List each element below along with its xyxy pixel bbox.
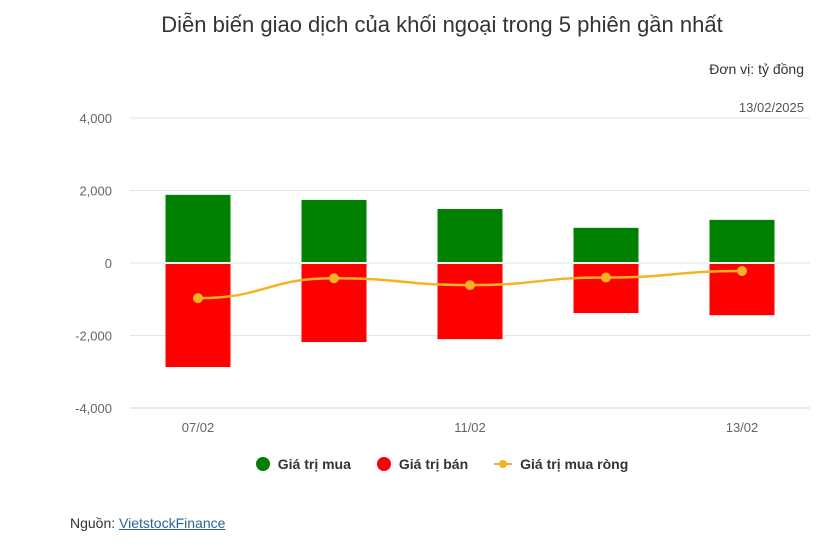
sell-bar [437, 264, 503, 340]
net-point [465, 280, 475, 291]
unit-label: Đơn vị: tỷ đồng [709, 61, 804, 77]
legend-label-net: Giá trị mua ròng [520, 456, 629, 472]
sell-bar [573, 264, 639, 314]
legend-label-sell: Giá trị bán [398, 456, 469, 472]
chart-title: Diễn biến giao dịch của khối ngoại trong… [161, 12, 723, 37]
source-credit: Nguồn: VietstockFinance [70, 515, 225, 531]
sell-legend-dot-icon [376, 457, 391, 471]
net-point [193, 293, 203, 304]
source-link[interactable]: VietstockFinance [119, 515, 226, 531]
x-axis-tick-label: 07/02 [182, 420, 215, 435]
date-label: 13/02/2025 [738, 100, 804, 115]
sell-bar [165, 264, 231, 368]
net-point [329, 273, 339, 284]
legend-item-buy[interactable]: Giá trị mua [255, 456, 351, 472]
y-axis-tick-label: 4,000 [79, 111, 112, 126]
buy-bar [709, 219, 775, 262]
y-axis-tick-label: 2,000 [79, 184, 112, 199]
x-axis-tick-label: 11/02 [454, 420, 486, 435]
buy-bar [301, 199, 367, 262]
source-label: Nguồn: [70, 515, 116, 531]
legend-item-net[interactable]: Giá trị mua ròng [494, 456, 628, 472]
buy-bar [573, 227, 639, 262]
legend-label-buy: Giá trị mua [277, 456, 351, 472]
buy-bar [437, 208, 503, 262]
y-axis-tick-label: 0 [105, 256, 112, 271]
x-axis-tick-label: 13/02 [726, 420, 759, 435]
y-axis-tick-label: -4,000 [75, 401, 112, 416]
net-point [737, 265, 747, 276]
y-axis-tick-label: -2,000 [75, 329, 112, 344]
chart-legend: Giá trị mua Giá trị bán Giá trị mua ròng [0, 456, 837, 472]
buy-bar [165, 194, 231, 262]
net-legend-line-icon [494, 457, 513, 471]
buy-legend-dot-icon [255, 457, 270, 471]
net-point [601, 272, 611, 283]
legend-item-sell[interactable]: Giá trị bán [376, 456, 469, 472]
